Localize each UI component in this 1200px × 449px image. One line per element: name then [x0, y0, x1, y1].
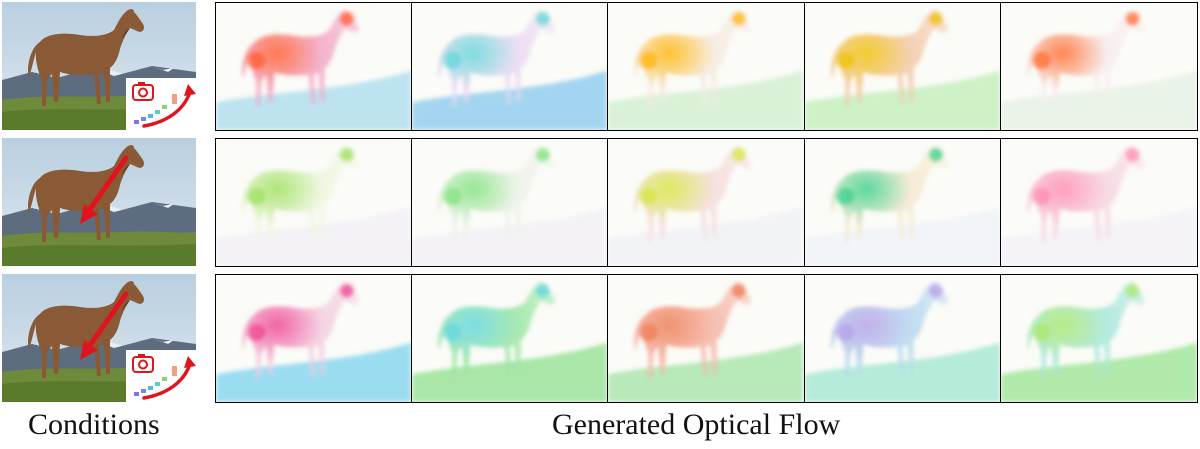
flow-cell-r1-c2 [412, 3, 609, 130]
horse-image [28, 280, 144, 378]
condition-image-3 [2, 274, 196, 402]
horse-image [28, 144, 144, 242]
flow-cell-r1-c3 [608, 3, 805, 130]
camera-trajectory-inset [126, 78, 196, 130]
conditions-caption: Conditions [28, 408, 160, 441]
drag-arrow-icon [80, 291, 129, 360]
optical-flow-grid [215, 2, 1198, 405]
condition-image-1 [2, 2, 196, 130]
flow-cell-r1-c5 [1000, 3, 1197, 130]
flow-cell-r2-c2 [412, 139, 609, 266]
flow-cell-r1-c4 [804, 3, 1001, 130]
flow-cell-r3-c5 [1000, 275, 1197, 402]
flow-row-2 [215, 138, 1198, 267]
flow-cell-r2-c3 [608, 139, 805, 266]
generated-flow-caption: Generated Optical Flow [552, 408, 841, 441]
flow-cell-r3-c1 [216, 275, 413, 402]
flow-cell-r3-c3 [608, 275, 805, 402]
flow-cell-r2-c1 [216, 139, 413, 266]
drag-arrow-icon [80, 155, 129, 224]
flow-cell-r2-c4 [804, 139, 1001, 266]
flow-cell-r3-c4 [804, 275, 1001, 402]
flow-row-3 [215, 274, 1198, 403]
camera-trajectory-inset [126, 350, 196, 402]
flow-row-1 [215, 2, 1198, 131]
flow-cell-r1-c1 [216, 3, 413, 130]
condition-image-2 [2, 138, 196, 266]
flow-cell-r2-c5 [1000, 139, 1197, 266]
horse-image [28, 8, 144, 107]
flow-cell-r3-c2 [412, 275, 609, 402]
